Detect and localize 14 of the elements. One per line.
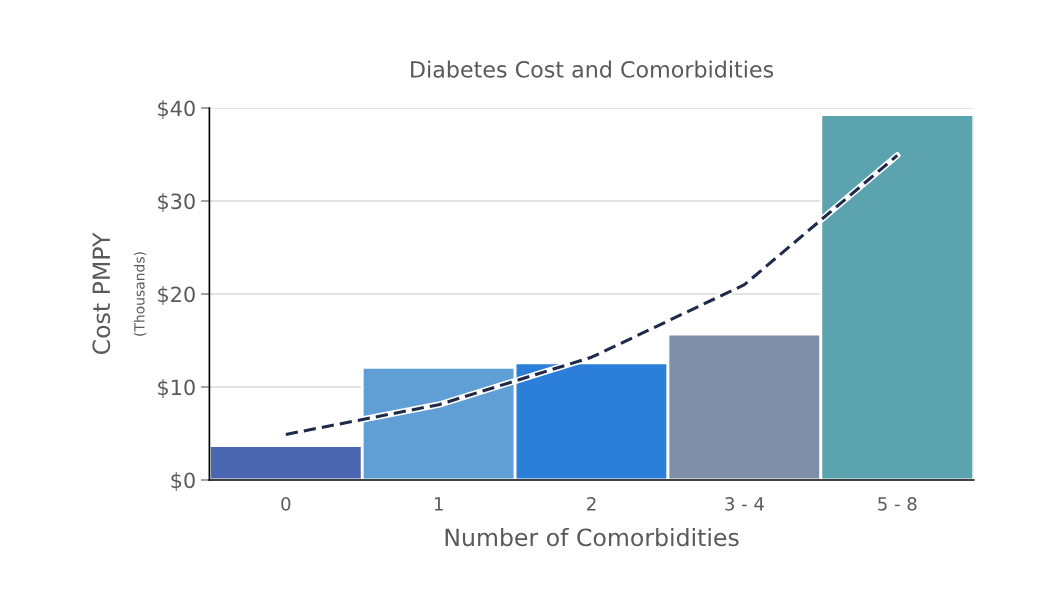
x-tick-label: 0 bbox=[281, 496, 291, 511]
x-tick-label: 2 bbox=[587, 496, 596, 511]
y-tick-label: $40 bbox=[158, 100, 195, 119]
y-tick-label: $0 bbox=[171, 472, 195, 491]
y-tick-label: $20 bbox=[158, 286, 195, 305]
text: (Thousands) bbox=[133, 252, 147, 336]
x-tick-label: 3 - 4 bbox=[725, 496, 764, 511]
x-tick-label: 5 - 8 bbox=[878, 496, 917, 511]
x-axis-title: Number of Comorbidities bbox=[445, 528, 739, 547]
y-tick-label: $30 bbox=[158, 193, 195, 212]
chart-title: Diabetes Cost and Comorbidities bbox=[411, 60, 774, 78]
x-tick-label: 1 bbox=[434, 497, 443, 511]
y-axis-title: Cost PMPY bbox=[92, 232, 111, 355]
y-tick-label: $10 bbox=[158, 379, 195, 398]
